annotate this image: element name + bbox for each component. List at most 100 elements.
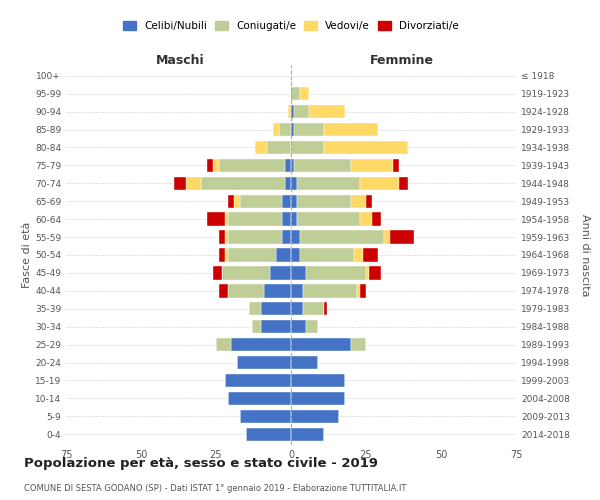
Bar: [228, 284, 264, 298]
Bar: [219, 158, 285, 172]
Bar: [291, 87, 300, 101]
Bar: [225, 230, 228, 244]
Bar: [174, 176, 186, 190]
Bar: [291, 212, 297, 226]
Bar: [324, 123, 378, 136]
Y-axis label: Fasce di età: Fasce di età: [22, 222, 32, 288]
Bar: [240, 410, 291, 423]
Bar: [297, 212, 360, 226]
Bar: [276, 248, 291, 262]
Bar: [291, 320, 306, 334]
Bar: [240, 194, 282, 208]
Bar: [213, 158, 219, 172]
Bar: [270, 266, 291, 280]
Bar: [285, 158, 291, 172]
Bar: [282, 212, 291, 226]
Bar: [291, 356, 318, 370]
Bar: [219, 284, 228, 298]
Bar: [282, 230, 291, 244]
Bar: [291, 176, 297, 190]
Bar: [297, 194, 351, 208]
Bar: [300, 248, 354, 262]
Bar: [291, 266, 306, 280]
Bar: [291, 194, 297, 208]
Bar: [219, 248, 225, 262]
Bar: [222, 266, 270, 280]
Bar: [231, 338, 291, 351]
Bar: [309, 105, 345, 118]
Bar: [303, 284, 357, 298]
Bar: [294, 158, 351, 172]
Bar: [216, 338, 231, 351]
Bar: [393, 158, 399, 172]
Bar: [294, 105, 309, 118]
Text: Popolazione per età, sesso e stato civile - 2019: Popolazione per età, sesso e stato civil…: [24, 458, 378, 470]
Bar: [207, 158, 213, 172]
Bar: [228, 230, 282, 244]
Bar: [279, 123, 291, 136]
Bar: [360, 176, 399, 190]
Bar: [372, 212, 381, 226]
Bar: [360, 284, 366, 298]
Bar: [291, 302, 303, 316]
Bar: [228, 212, 282, 226]
Text: Maschi: Maschi: [155, 54, 205, 67]
Bar: [300, 87, 309, 101]
Bar: [252, 320, 261, 334]
Bar: [291, 248, 300, 262]
Bar: [225, 374, 291, 387]
Bar: [282, 194, 291, 208]
Bar: [360, 212, 372, 226]
Bar: [291, 374, 345, 387]
Bar: [324, 140, 408, 154]
Bar: [291, 123, 294, 136]
Bar: [351, 158, 393, 172]
Bar: [228, 194, 234, 208]
Bar: [399, 176, 408, 190]
Bar: [225, 248, 228, 262]
Bar: [384, 230, 390, 244]
Bar: [324, 302, 327, 316]
Bar: [366, 194, 372, 208]
Bar: [267, 140, 291, 154]
Bar: [291, 140, 324, 154]
Bar: [207, 212, 225, 226]
Bar: [291, 105, 294, 118]
Bar: [228, 248, 276, 262]
Bar: [363, 248, 378, 262]
Bar: [213, 266, 222, 280]
Bar: [261, 320, 291, 334]
Bar: [291, 158, 294, 172]
Bar: [291, 410, 339, 423]
Bar: [261, 302, 291, 316]
Bar: [273, 123, 279, 136]
Bar: [291, 338, 351, 351]
Bar: [390, 230, 414, 244]
Bar: [291, 428, 324, 441]
Bar: [234, 194, 240, 208]
Bar: [237, 356, 291, 370]
Bar: [285, 176, 291, 190]
Bar: [351, 338, 366, 351]
Bar: [219, 230, 225, 244]
Bar: [288, 105, 291, 118]
Text: COMUNE DI SESTA GODANO (SP) - Dati ISTAT 1° gennaio 2019 - Elaborazione TUTTITAL: COMUNE DI SESTA GODANO (SP) - Dati ISTAT…: [24, 484, 406, 493]
Bar: [369, 266, 381, 280]
Bar: [354, 248, 363, 262]
Text: Femmine: Femmine: [370, 54, 434, 67]
Bar: [291, 284, 303, 298]
Y-axis label: Anni di nascita: Anni di nascita: [580, 214, 590, 296]
Bar: [351, 194, 366, 208]
Bar: [300, 230, 384, 244]
Bar: [246, 428, 291, 441]
Legend: Celibi/Nubili, Coniugati/e, Vedovi/e, Divorziati/e: Celibi/Nubili, Coniugati/e, Vedovi/e, Di…: [119, 17, 463, 36]
Bar: [306, 320, 318, 334]
Bar: [357, 284, 360, 298]
Bar: [303, 302, 324, 316]
Bar: [297, 176, 360, 190]
Bar: [291, 230, 300, 244]
Bar: [366, 266, 369, 280]
Bar: [306, 266, 366, 280]
Bar: [264, 284, 291, 298]
Bar: [255, 140, 267, 154]
